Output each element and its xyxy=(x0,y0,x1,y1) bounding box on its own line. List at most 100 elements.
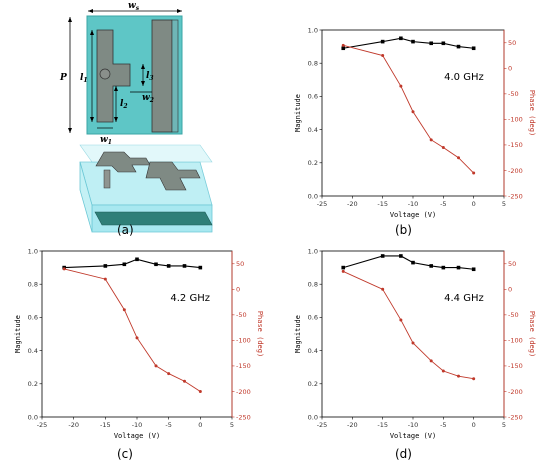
x-axis-label: Voltage (V) xyxy=(390,211,436,219)
magnitude-point xyxy=(154,262,158,267)
magnitude-point xyxy=(198,265,203,270)
x-tick-label: 0 xyxy=(472,200,476,208)
magnitude-line xyxy=(343,255,474,270)
x-tick-label: -25 xyxy=(317,200,328,208)
magnitude-point xyxy=(411,260,415,265)
x-tick-label: 5 xyxy=(502,421,506,429)
magnitude-point xyxy=(341,265,346,270)
x-tick-label: -20 xyxy=(68,421,79,429)
magnitude-point xyxy=(103,264,108,268)
label-w2: w2 xyxy=(142,93,154,104)
magnitude-point xyxy=(122,262,127,267)
panel-label-d: (d) xyxy=(395,447,412,461)
phase-point xyxy=(411,341,415,345)
phase-point xyxy=(472,171,476,175)
y-right-tick-label: -250 xyxy=(508,413,523,421)
y-left-axis-label: Magnitude xyxy=(14,315,22,353)
phase-point xyxy=(429,138,433,142)
magnitude-point xyxy=(399,254,403,258)
phase-point xyxy=(62,267,66,271)
y-right-tick-label: -200 xyxy=(508,388,523,396)
x-tick-label: 5 xyxy=(502,200,506,208)
phase-line xyxy=(64,268,201,392)
magnitude-line xyxy=(64,258,201,269)
y-left-tick-label: 0.6 xyxy=(28,314,38,322)
chart-panel-d: -25 -20 -15 -10 -5 0 50.00.20.40.60.81.0-250-2… xyxy=(294,247,536,440)
panel-label-c: (c) xyxy=(117,447,133,461)
x-tick-label: -20 xyxy=(347,421,358,429)
frequency-annotation: 4.0 GHz xyxy=(444,72,484,83)
x-tick-label: -25 xyxy=(317,421,328,429)
x-tick-label: -25 xyxy=(37,421,48,429)
phase-point xyxy=(103,277,107,281)
frequency-annotation: 4.2 GHz xyxy=(170,293,210,304)
phase-point xyxy=(441,145,445,149)
y-right-axis-label: Phase (deg) xyxy=(528,90,536,136)
phase-point xyxy=(183,379,186,383)
label-l3: l3 xyxy=(146,71,154,82)
y-right-tick-label: 0 xyxy=(508,65,512,73)
y-left-tick-label: 0.2 xyxy=(308,159,318,167)
magnitude-point xyxy=(441,265,446,270)
phase-point xyxy=(154,364,158,368)
y-left-tick-label: 1.0 xyxy=(308,247,318,255)
via-hole xyxy=(99,68,111,80)
y-right-tick-label: -200 xyxy=(508,167,523,175)
y-left-tick-label: 0.0 xyxy=(28,413,38,421)
magnitude-point xyxy=(429,41,433,46)
y-right-tick-label: -50 xyxy=(508,311,519,319)
label-p: P xyxy=(59,73,67,83)
magnitude-point xyxy=(380,254,385,258)
y-left-tick-label: 0.6 xyxy=(308,93,318,101)
x-tick-label: 0 xyxy=(472,421,476,429)
y-right-tick-label: -50 xyxy=(508,90,519,98)
phase-point xyxy=(411,110,415,114)
y-right-tick-label: -100 xyxy=(508,116,523,124)
x-tick-label: -20 xyxy=(347,200,358,208)
right-patch-strip xyxy=(151,19,173,133)
y-right-tick-label: -250 xyxy=(508,192,523,200)
magnitude-point xyxy=(182,264,187,268)
magnitude-point xyxy=(456,44,461,49)
magnitude-point xyxy=(135,257,139,262)
plot-frame xyxy=(41,250,233,418)
y-left-tick-label: 0.0 xyxy=(308,413,318,421)
phase-point xyxy=(381,54,385,58)
y-right-tick-label: -200 xyxy=(236,388,251,396)
phase-point xyxy=(341,269,345,273)
y-left-tick-label: 0.4 xyxy=(28,347,38,355)
phase-point xyxy=(457,156,460,160)
y-right-tick-label: -150 xyxy=(508,362,523,370)
y-left-tick-label: 0.6 xyxy=(308,314,318,322)
y-right-tick-label: -150 xyxy=(236,362,251,370)
y-left-axis-label: Magnitude xyxy=(294,94,302,132)
x-tick-label: -5 xyxy=(440,200,446,208)
x-tick-label: -15 xyxy=(377,421,388,429)
phase-point xyxy=(399,84,403,88)
y-left-tick-label: 1.0 xyxy=(308,26,318,34)
magnitude-point xyxy=(166,264,171,268)
y-right-tick-label: -50 xyxy=(236,311,247,319)
y-right-tick-label: 50 xyxy=(508,39,516,47)
y-left-tick-label: 0.2 xyxy=(308,380,318,388)
antenna-diagram: ws P l1 l2 l3 w2 w1 xyxy=(59,1,213,233)
phase-line xyxy=(343,271,474,380)
magnitude-point xyxy=(429,264,433,268)
y-right-axis-label: Phase (deg) xyxy=(528,311,536,357)
frequency-annotation: 4.4 GHz xyxy=(444,293,484,304)
magnitude-point xyxy=(456,265,461,270)
left-t-patch xyxy=(96,29,131,123)
chart-panel-c: -25 -20 -15 -10 -5 0 50.00.20.40.60.81.0-250-2… xyxy=(14,247,264,440)
magnitude-point xyxy=(471,46,476,51)
magnitude-line xyxy=(343,37,474,49)
x-tick-label: 0 xyxy=(198,421,202,429)
y-right-tick-label: -100 xyxy=(236,337,251,345)
phase-point xyxy=(457,374,460,378)
x-tick-label: -10 xyxy=(408,200,419,208)
y-left-axis-label: Magnitude xyxy=(294,315,302,353)
antenna-3d-view xyxy=(79,144,213,233)
y-left-tick-label: 0.8 xyxy=(28,281,38,289)
x-tick-label: -10 xyxy=(132,421,143,429)
x-axis-label: Voltage (V) xyxy=(114,432,160,440)
